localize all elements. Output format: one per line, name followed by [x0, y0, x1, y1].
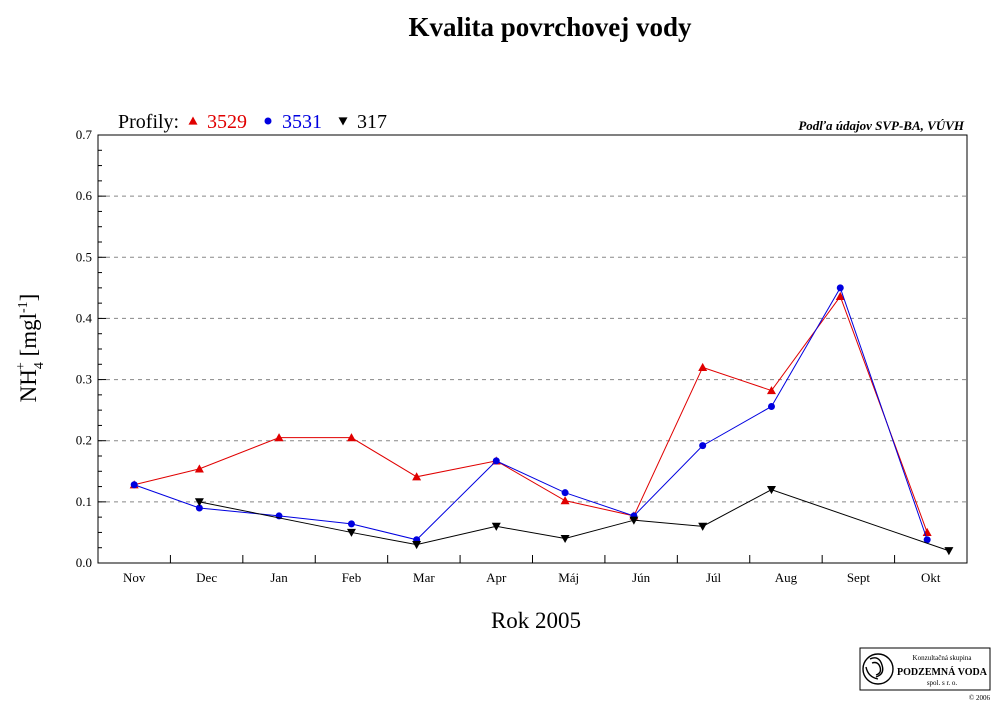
- logo-emblem-icon: [862, 653, 894, 685]
- series-3531: [130, 284, 931, 544]
- data-point-3531: [836, 284, 844, 292]
- legend-entry-317: 317: [338, 111, 387, 133]
- source-note: Podľa údajov SVP-BA, VÚVH: [798, 118, 965, 133]
- series-3529: [129, 291, 932, 537]
- data-point-3531: [492, 457, 500, 465]
- x-tick-label: Júl: [706, 570, 722, 585]
- data-point-3529: [194, 464, 204, 473]
- y-axis-title-sup: +: [14, 362, 29, 370]
- y-tick-label: 0.1: [76, 494, 92, 509]
- y-tick-label: 0.5: [76, 249, 92, 264]
- data-point-3531: [130, 481, 138, 489]
- x-tick-label: Jan: [270, 570, 288, 585]
- x-tick-label: Feb: [342, 570, 362, 585]
- legend-text-3529: 3529: [207, 111, 247, 133]
- legend-marker-317: [338, 117, 348, 126]
- axis-ticks: [98, 134, 896, 564]
- legend-entry-3529: 3529: [188, 111, 247, 133]
- legend-label: Profily:: [118, 111, 179, 133]
- x-tick-label: Aug: [775, 570, 798, 585]
- series-line-3529: [134, 295, 928, 533]
- data-point-317: [560, 534, 570, 544]
- data-point-3529: [274, 433, 284, 442]
- chart-title: Kvalita povrchovej vody: [409, 12, 692, 42]
- y-tick-label: 0.3: [76, 372, 92, 387]
- data-point-317: [346, 528, 356, 537]
- data-point-3529: [835, 291, 845, 301]
- y-axis-title: NH4+ [mgl-1]: [14, 294, 47, 403]
- logo-top-text: Konzultačná skupina: [913, 654, 973, 662]
- series-layer: [129, 284, 954, 556]
- data-point-317: [698, 522, 708, 531]
- logo-main-text: PODZEMNÁ VODA: [897, 666, 988, 678]
- plot-frame: [97, 134, 968, 564]
- legend-marker-3531: [264, 117, 272, 125]
- data-point-3529: [766, 386, 776, 395]
- legend: Profily: 3529 3531 317: [118, 111, 387, 133]
- y-tick-label: 0.2: [76, 433, 92, 448]
- data-point-3531: [347, 520, 355, 528]
- legend-entry-3531: 3531: [264, 111, 322, 133]
- data-point-317: [766, 486, 776, 495]
- series-line-3531: [134, 286, 928, 541]
- y-axis-title-unit-sup: -1: [16, 301, 31, 313]
- company-logo: Konzultačná skupina PODZEMNÁ VODA spol. …: [859, 647, 991, 691]
- y-axis-title-unit-close: ]: [16, 294, 41, 302]
- data-point-3529: [560, 496, 570, 505]
- y-axis-title-unit: [mgl: [16, 313, 41, 362]
- data-point-3531: [923, 536, 931, 544]
- data-point-3529: [346, 433, 356, 442]
- x-axis-title: Rok 2005: [491, 608, 581, 633]
- x-tick-label: Sept: [847, 570, 871, 585]
- y-axis-title-base: NH: [16, 369, 41, 402]
- y-tick-label: 0.0: [76, 555, 92, 570]
- series-line-317: [199, 489, 950, 552]
- data-point-317: [412, 541, 422, 550]
- y-tick-label: 0.7: [76, 127, 93, 142]
- x-tick-label: Mar: [413, 570, 435, 585]
- grid-lines: [98, 195, 967, 503]
- legend-text-317: 317: [357, 111, 387, 133]
- x-tick-label: Okt: [921, 570, 941, 585]
- x-tick-label: Apr: [486, 570, 507, 585]
- y-tick-labels: 0.0 0.1 0.2 0.3 0.4 0.5 0.6 0.7: [76, 127, 93, 570]
- data-point-317: [491, 522, 501, 531]
- logo-bottom-text: spol. s r. o.: [927, 679, 958, 687]
- x-tick-labels: Nov Dec Jan Feb Mar Apr Máj Jún Júl Aug Sept Okt: [123, 570, 941, 585]
- data-point-3529: [412, 472, 422, 481]
- x-tick-label: Jún: [632, 570, 651, 585]
- data-point-3529: [698, 362, 708, 371]
- data-point-317: [944, 547, 954, 556]
- data-point-3531: [561, 489, 569, 497]
- data-point-3531: [699, 442, 707, 450]
- copyright-text: © 2006: [969, 694, 991, 702]
- x-tick-label: Dec: [196, 570, 217, 585]
- y-tick-label: 0.4: [76, 310, 93, 325]
- series-317: [194, 486, 954, 556]
- y-tick-label: 0.6: [76, 188, 93, 203]
- data-point-317: [194, 498, 204, 507]
- data-point-3531: [767, 402, 775, 410]
- legend-text-3531: 3531: [282, 111, 322, 133]
- data-point-3531: [195, 504, 203, 512]
- y-axis-title-sub: 4: [32, 362, 47, 369]
- data-point-317: [629, 516, 639, 525]
- x-tick-label: Nov: [123, 570, 146, 585]
- legend-marker-3529: [188, 116, 198, 125]
- x-tick-label: Máj: [558, 570, 579, 585]
